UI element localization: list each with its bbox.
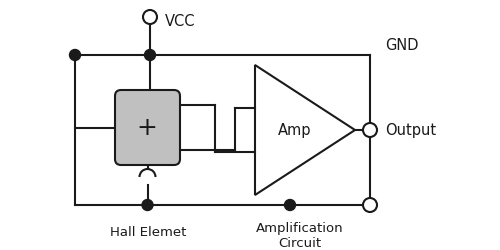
Circle shape (144, 50, 156, 60)
Text: VCC: VCC (165, 14, 196, 30)
Circle shape (143, 10, 157, 24)
Text: Output: Output (385, 122, 436, 138)
Circle shape (363, 123, 377, 137)
Text: Amp: Amp (278, 122, 312, 138)
Circle shape (363, 198, 377, 212)
Text: GND: GND (385, 38, 418, 52)
Text: Amplification
Circuit: Amplification Circuit (256, 222, 344, 250)
Circle shape (284, 200, 296, 210)
Circle shape (142, 200, 153, 210)
FancyBboxPatch shape (115, 90, 180, 165)
Circle shape (70, 50, 80, 60)
Text: +: + (136, 116, 158, 140)
Text: Hall Elemet: Hall Elemet (110, 226, 186, 238)
